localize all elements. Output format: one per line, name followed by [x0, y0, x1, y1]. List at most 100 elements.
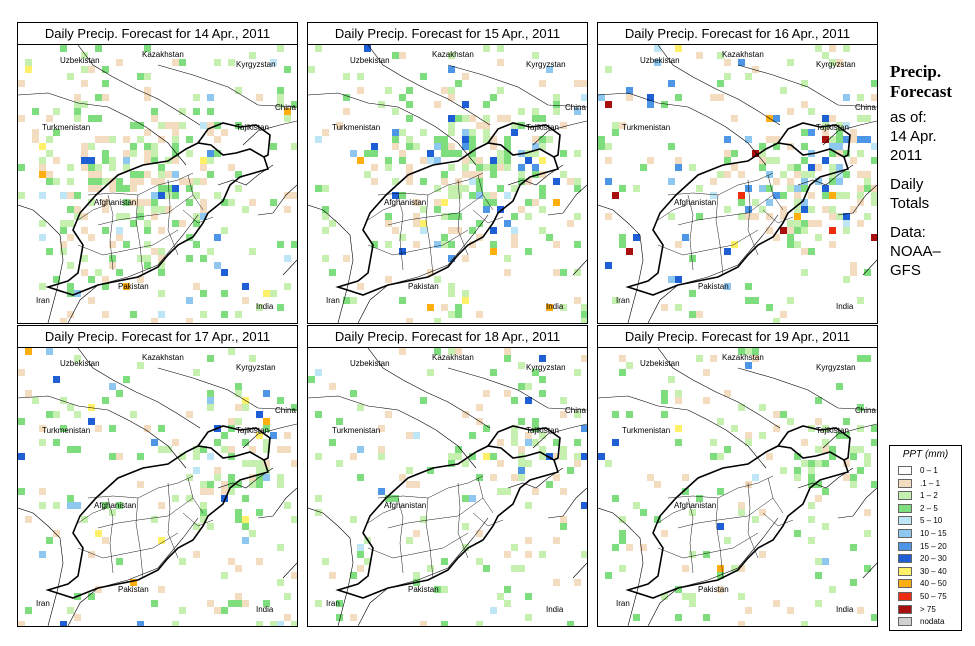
precip-cell — [808, 474, 815, 481]
precip-cell — [277, 241, 284, 248]
precip-cell — [434, 206, 441, 213]
precip-cell — [836, 136, 843, 143]
precip-cell — [256, 481, 263, 488]
precip-cell — [619, 234, 626, 241]
precip-cell — [822, 115, 829, 122]
precip-cell — [277, 45, 284, 52]
precip-cell — [193, 446, 200, 453]
precip-cell — [109, 136, 116, 143]
precip-cell — [843, 227, 850, 234]
precip-cell — [270, 59, 277, 66]
precip-cell — [476, 220, 483, 227]
precip-cell — [619, 516, 626, 523]
precip-cell — [137, 171, 144, 178]
precip-cell — [88, 157, 95, 164]
precip-cell — [200, 213, 207, 220]
precip-cell — [172, 192, 179, 199]
precip-cell — [605, 460, 612, 467]
precip-cell — [815, 495, 822, 502]
precip-cell — [612, 192, 619, 199]
precip-cell — [724, 283, 731, 290]
precip-cell — [605, 262, 612, 269]
legend-swatch — [898, 541, 912, 551]
precip-cell — [850, 129, 857, 136]
precip-cell — [95, 164, 102, 171]
precip-cell — [871, 234, 877, 241]
precip-cell — [88, 143, 95, 150]
precip-cell — [88, 276, 95, 283]
precip-cell — [469, 150, 476, 157]
precip-cell — [462, 164, 469, 171]
precip-cell — [546, 481, 553, 488]
precip-cell — [102, 537, 109, 544]
precip-cell — [773, 234, 780, 241]
precip-cell — [228, 488, 235, 495]
label-afghanistan: Afghanistan — [674, 501, 716, 510]
precip-cell — [434, 101, 441, 108]
precip-cell — [158, 192, 165, 199]
precip-cell — [151, 199, 158, 206]
country-labels: Uzbekistan Kazakhstan Kyrgyzstan China T… — [326, 50, 586, 311]
precip-cell — [158, 136, 165, 143]
precip-cell — [123, 157, 130, 164]
precip-cell — [235, 383, 242, 390]
precip-cell — [560, 397, 567, 404]
precip-cell — [270, 621, 277, 626]
precip-cell — [801, 80, 808, 87]
precip-cell — [165, 446, 172, 453]
precip-cell — [787, 143, 794, 150]
precip-cell — [773, 411, 780, 418]
precip-cell — [53, 439, 60, 446]
precip-cell — [74, 206, 81, 213]
precip-cell — [661, 593, 668, 600]
precip-cell — [179, 453, 186, 460]
precip-cell — [766, 185, 773, 192]
precip-cell — [95, 530, 102, 537]
precip-cell — [483, 136, 490, 143]
precip-cell — [207, 129, 214, 136]
panel-title: Daily Precip. Forecast for 14 Apr., 2011 — [18, 23, 297, 45]
precip-cell — [235, 418, 242, 425]
precip-cells — [598, 45, 877, 323]
precip-cell — [462, 460, 469, 467]
precip-cell — [95, 115, 102, 122]
precip-cell — [291, 460, 297, 467]
precip-cell — [560, 269, 567, 276]
precip-cell — [689, 593, 696, 600]
precip-cell — [263, 418, 270, 425]
precip-cell — [815, 164, 822, 171]
precip-cell — [469, 453, 476, 460]
precip-cell — [633, 234, 640, 241]
precip-cell — [130, 185, 137, 192]
precip-cell — [151, 143, 158, 150]
precip-cell — [567, 621, 574, 626]
precip-cell — [235, 565, 242, 572]
precip-cell — [773, 178, 780, 185]
precip-cell — [682, 488, 689, 495]
precip-cell — [221, 495, 228, 502]
precip-cell — [829, 213, 836, 220]
precip-cell — [539, 432, 546, 439]
precip-cell — [511, 213, 518, 220]
precip-cell — [399, 248, 406, 255]
precip-cell — [249, 248, 256, 255]
precip-cell — [822, 460, 829, 467]
label-tajikistan: Tajikistan — [816, 426, 849, 435]
precip-cell — [731, 150, 738, 157]
precip-cell — [392, 192, 399, 199]
precip-cell — [228, 418, 235, 425]
precip-cell — [336, 600, 343, 607]
precip-cell — [469, 227, 476, 234]
precip-cell — [675, 241, 682, 248]
precip-cell — [123, 213, 130, 220]
precip-cell — [357, 404, 364, 411]
precip-cell — [794, 185, 801, 192]
precip-cell — [214, 467, 221, 474]
precip-cell — [822, 192, 829, 199]
precip-cell — [815, 234, 822, 241]
precip-cell — [329, 220, 336, 227]
precip-cell — [88, 164, 95, 171]
precip-cell — [745, 206, 752, 213]
precip-cell — [738, 593, 745, 600]
precip-cell — [172, 171, 179, 178]
